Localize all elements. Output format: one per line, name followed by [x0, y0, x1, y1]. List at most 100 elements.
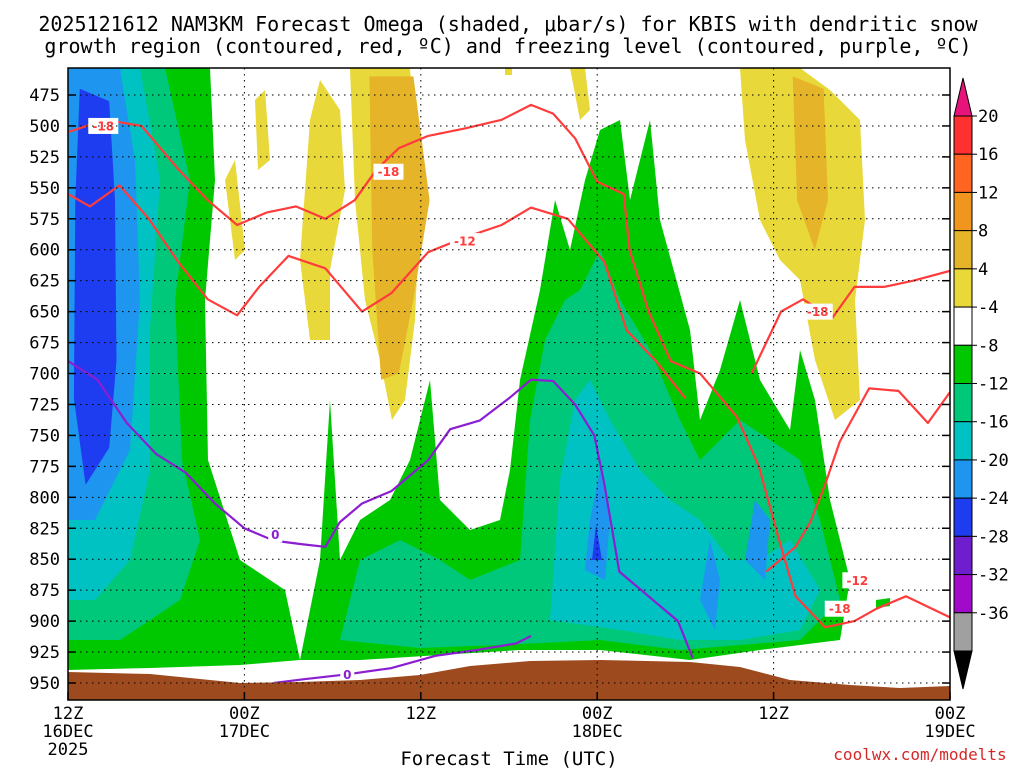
y-tick-label: 750 — [29, 426, 60, 446]
contour-label: -12 — [454, 235, 476, 249]
colorbar-top-arrow — [953, 77, 973, 117]
contour-label-bg — [802, 303, 833, 320]
colorbar-label: -24 — [978, 489, 1009, 509]
y-tick-label: 625 — [29, 272, 60, 292]
contour-label: -18 — [807, 305, 829, 319]
colorbar-label: 8 — [978, 222, 988, 242]
x-tick-label: 12Z — [53, 704, 84, 724]
contour-label-bg — [824, 600, 855, 617]
contour-label: 0 — [271, 528, 279, 542]
x-tick-label: 00Z — [935, 704, 966, 724]
x-tick-label: 00Z — [582, 704, 613, 724]
contour-labels: -18 -18 -12 -18 -12 -18 0 0 — [88, 117, 873, 683]
omega-fill-positive-1 — [225, 160, 245, 260]
colorbar-bin — [953, 535, 973, 576]
colorbar-label: 12 — [978, 183, 998, 203]
terrain — [68, 660, 950, 700]
colorbar-label: -12 — [978, 375, 1009, 395]
contour-label: -18 — [92, 119, 114, 133]
plot-frame — [67, 67, 951, 701]
colorbar-label: -20 — [978, 451, 1009, 471]
colorbar-bin — [953, 612, 973, 652]
y-tick-label: 725 — [29, 395, 60, 415]
colorbar-bin — [953, 115, 973, 155]
x-axis-title: Forecast Time (UTC) — [400, 748, 617, 768]
series-line-9 — [273, 635, 532, 685]
series-line-5 — [427, 103, 950, 629]
colorbar-bin — [953, 306, 973, 346]
colorbar-label: 4 — [978, 260, 988, 280]
y-tick-label: 650 — [29, 303, 60, 323]
colorbar-bin — [953, 230, 973, 270]
colorbar-bin — [953, 153, 973, 193]
x-tick-label: 12Z — [405, 704, 436, 724]
colorbar-bin — [953, 344, 973, 384]
contour-label: -18 — [829, 602, 851, 616]
chart-marks — [68, 76, 950, 685]
colorbar-label: -8 — [978, 336, 998, 356]
colorbar-label: 16 — [978, 145, 998, 165]
x-tick-label: 12Z — [758, 704, 789, 724]
contour-label-bg — [340, 666, 355, 683]
credit-text: coolwx.com/modelts — [833, 745, 1006, 764]
series-fill-2 — [792, 76, 828, 250]
colorbar-bin — [953, 574, 973, 614]
y-tick-label: 825 — [29, 519, 60, 539]
y-tick-label: 525 — [29, 148, 60, 168]
contour-label-bg — [449, 233, 480, 250]
colorbar-label: -4 — [978, 298, 998, 318]
series-fill-0 — [73, 88, 117, 485]
colorbar-bin — [953, 383, 973, 423]
omega-fill-positive-6 — [740, 68, 865, 420]
colorbar-bin — [953, 268, 973, 308]
contour-label-bg — [268, 526, 283, 543]
colorbar-label: -16 — [978, 413, 1009, 433]
contour-label-bg — [373, 163, 404, 180]
omega-fill-positive-3 — [300, 80, 345, 340]
y-tick-label: 925 — [29, 643, 60, 663]
y-tick-label: 475 — [29, 86, 60, 106]
omega-fill-positive-7 — [505, 68, 512, 75]
series-line-6 — [765, 387, 950, 573]
x-tick-date: 18DEC — [572, 722, 623, 742]
colorbar-bin — [953, 191, 973, 232]
x-tick-date: 16DEC — [42, 722, 93, 742]
colorbar-bottom-arrow — [953, 650, 973, 690]
contour-label: -12 — [847, 574, 869, 588]
y-tick-label: 675 — [29, 334, 60, 354]
omega-fill-central-blue-2 — [700, 540, 720, 630]
y-tick-label: 600 — [29, 241, 60, 261]
y-tick-label: 950 — [29, 674, 60, 694]
chart-title-line-2: growth region (contoured, red, ºC) and f… — [44, 34, 971, 58]
contour-label: -18 — [378, 165, 400, 179]
colorbar-label: -32 — [978, 566, 1009, 586]
contour-label: 0 — [343, 668, 351, 682]
colorbar-label: -28 — [978, 527, 1009, 547]
contour-label-bg — [88, 117, 119, 134]
omega-fill-central-blue-3 — [745, 500, 770, 580]
series-fill-1 — [369, 76, 430, 380]
y-tick-label: 550 — [29, 179, 60, 199]
x-tick-year: 2025 — [48, 740, 89, 760]
contour-label-bg — [842, 572, 873, 589]
series-line-8 — [68, 360, 694, 659]
chart-title-line-1: 2025121612 NAM3KM Forecast Omega (shaded… — [38, 12, 978, 36]
colorbar-label: -36 — [978, 604, 1009, 624]
x-tick-date: 19DEC — [924, 722, 975, 742]
y-tick-label: 900 — [29, 612, 60, 632]
colorbar-bin — [953, 421, 973, 461]
colorbar-bin — [953, 497, 973, 537]
colorbar-label: 20 — [978, 107, 998, 127]
series-line-7 — [750, 269, 950, 374]
colorbar: 20 16 12 8 4 -4 -8 -12 -16 -20 -24 -28 -32 -36 — [953, 77, 1009, 690]
x-tick-date: 17DEC — [219, 722, 270, 742]
plot-area: -18 -18 -12 -18 -12 -18 0 0 — [68, 68, 950, 700]
omega-fill-positive-5 — [570, 68, 590, 120]
omega-fill-central-cyan — [550, 380, 820, 640]
omega-fill-positive-2 — [255, 90, 270, 170]
y-tick-label: 800 — [29, 488, 60, 508]
y-axis: 475 500 525 550 575 600 625 650 675 700 725 750 775 8… — [29, 86, 950, 694]
y-tick-label: 775 — [29, 457, 60, 477]
